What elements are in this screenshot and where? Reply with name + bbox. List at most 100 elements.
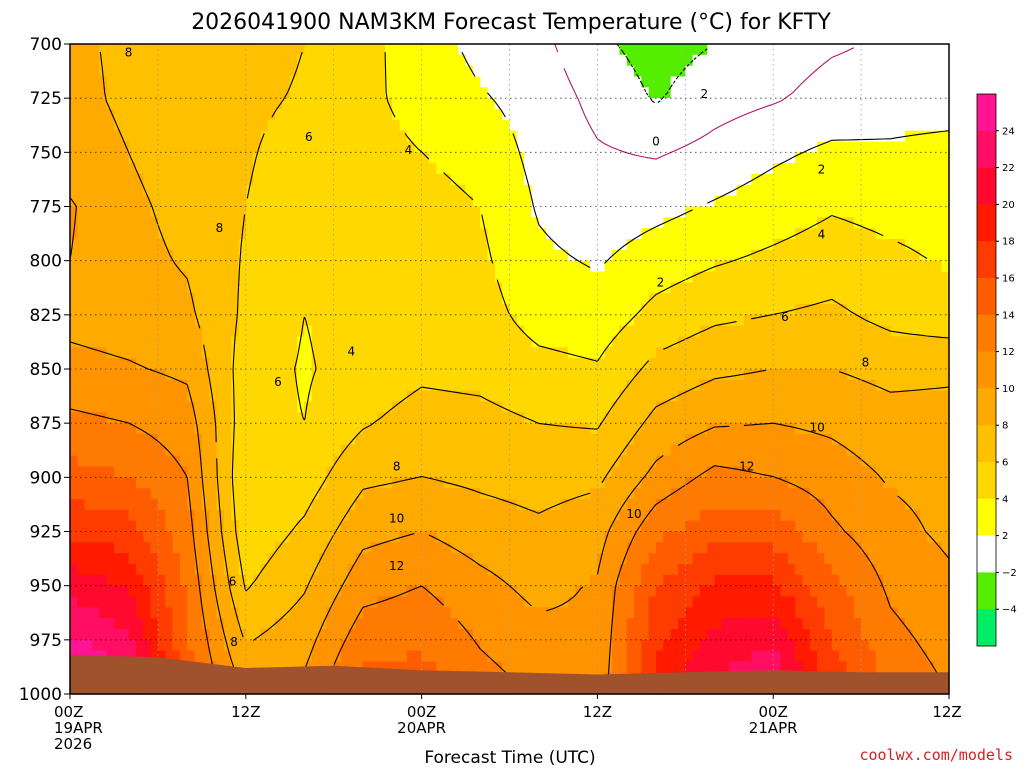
heat-cell bbox=[553, 206, 562, 218]
heat-cell bbox=[546, 325, 555, 338]
heat-cell bbox=[590, 44, 598, 56]
heat-cell bbox=[304, 195, 313, 208]
heat-cell bbox=[648, 379, 657, 392]
heat-cell bbox=[758, 54, 767, 67]
heat-cell bbox=[135, 369, 144, 381]
heat-cell bbox=[729, 239, 738, 251]
heat-cell bbox=[509, 412, 518, 424]
heat-cell bbox=[414, 423, 423, 435]
heat-cell bbox=[582, 379, 591, 392]
heat-cell bbox=[450, 477, 459, 489]
heat-cell bbox=[663, 477, 672, 489]
heat-cell bbox=[897, 412, 906, 424]
heat-cell bbox=[780, 304, 789, 316]
heat-cell bbox=[597, 304, 606, 316]
heat-cell bbox=[399, 76, 408, 88]
heat-cell bbox=[421, 423, 430, 435]
heat-cell bbox=[326, 217, 335, 229]
heat-cell bbox=[612, 174, 620, 186]
heat-cell bbox=[531, 444, 540, 457]
heat-cell bbox=[253, 54, 262, 67]
heat-cell bbox=[355, 195, 364, 208]
heat-cell bbox=[260, 163, 269, 175]
heat-cell bbox=[824, 44, 833, 56]
heat-cell bbox=[773, 152, 782, 164]
heat-cell bbox=[560, 141, 569, 153]
heat-cell bbox=[568, 174, 577, 186]
heat-cell bbox=[861, 54, 870, 67]
heat-cell bbox=[187, 152, 196, 164]
heat-cell bbox=[165, 282, 174, 294]
heat-cell bbox=[582, 141, 591, 153]
heat-cell bbox=[399, 271, 408, 283]
heat-cell bbox=[582, 358, 591, 370]
heat-cell bbox=[428, 466, 437, 478]
heat-cell bbox=[875, 271, 884, 283]
heat-cell bbox=[773, 455, 782, 468]
heat-cell bbox=[890, 206, 899, 218]
heat-cell bbox=[121, 54, 130, 67]
heat-cell bbox=[355, 314, 364, 327]
heat-cell bbox=[853, 304, 862, 316]
heat-cell bbox=[641, 390, 650, 403]
heat-cell bbox=[494, 369, 503, 381]
heat-cell bbox=[428, 390, 437, 403]
heat-cell bbox=[802, 206, 811, 218]
heat-cell bbox=[377, 314, 386, 327]
heat-cell bbox=[355, 76, 364, 88]
heat-cell bbox=[392, 423, 401, 435]
heat-cell bbox=[692, 379, 701, 392]
heat-cell bbox=[560, 44, 569, 56]
heat-cell bbox=[201, 163, 210, 175]
heat-cell bbox=[677, 195, 686, 208]
heat-cell bbox=[267, 174, 276, 186]
heat-cell bbox=[861, 239, 870, 251]
heat-cell bbox=[883, 249, 891, 262]
heat-cell bbox=[113, 347, 122, 359]
heat-cell bbox=[443, 314, 452, 327]
heat-cell bbox=[524, 336, 533, 348]
heat-cell bbox=[787, 44, 796, 56]
heat-cell bbox=[604, 379, 613, 392]
heat-cell bbox=[699, 455, 708, 468]
heat-cell bbox=[897, 369, 906, 381]
heat-cell bbox=[209, 206, 218, 218]
heat-cell bbox=[626, 141, 635, 153]
heat-cell bbox=[802, 152, 811, 164]
heat-cell bbox=[677, 152, 686, 164]
heat-cell bbox=[612, 228, 620, 240]
heat-cell bbox=[304, 434, 313, 446]
heat-cell bbox=[516, 336, 525, 348]
heat-cell bbox=[934, 228, 943, 240]
heat-cell bbox=[897, 271, 906, 283]
heat-cell bbox=[941, 390, 950, 403]
heat-cell bbox=[743, 466, 752, 478]
heat-cell bbox=[436, 271, 445, 283]
heat-cell bbox=[677, 466, 686, 478]
heat-cell bbox=[179, 488, 188, 500]
heat-cell bbox=[370, 109, 379, 121]
heat-cell bbox=[113, 390, 122, 403]
heat-cell bbox=[253, 444, 262, 457]
heat-cell bbox=[201, 358, 210, 370]
heat-cell bbox=[143, 314, 152, 327]
heat-cell bbox=[487, 466, 496, 478]
heat-cell bbox=[480, 249, 489, 262]
heat-cell bbox=[494, 390, 503, 403]
heat-cell bbox=[201, 206, 210, 218]
heat-cell bbox=[853, 423, 862, 435]
heat-cell bbox=[575, 466, 584, 478]
heat-cell bbox=[406, 304, 415, 316]
heat-cell bbox=[384, 54, 393, 67]
heat-cell bbox=[831, 206, 840, 218]
heat-cell bbox=[326, 239, 335, 251]
heat-cell bbox=[912, 109, 921, 121]
heat-cell bbox=[172, 423, 181, 435]
heat-cell bbox=[311, 477, 320, 489]
heat-cell bbox=[824, 477, 833, 489]
heat-cell bbox=[795, 54, 804, 67]
heat-cell bbox=[875, 304, 884, 316]
heat-cell bbox=[670, 163, 679, 175]
heat-cell bbox=[487, 239, 496, 251]
heat-cell bbox=[714, 282, 723, 294]
